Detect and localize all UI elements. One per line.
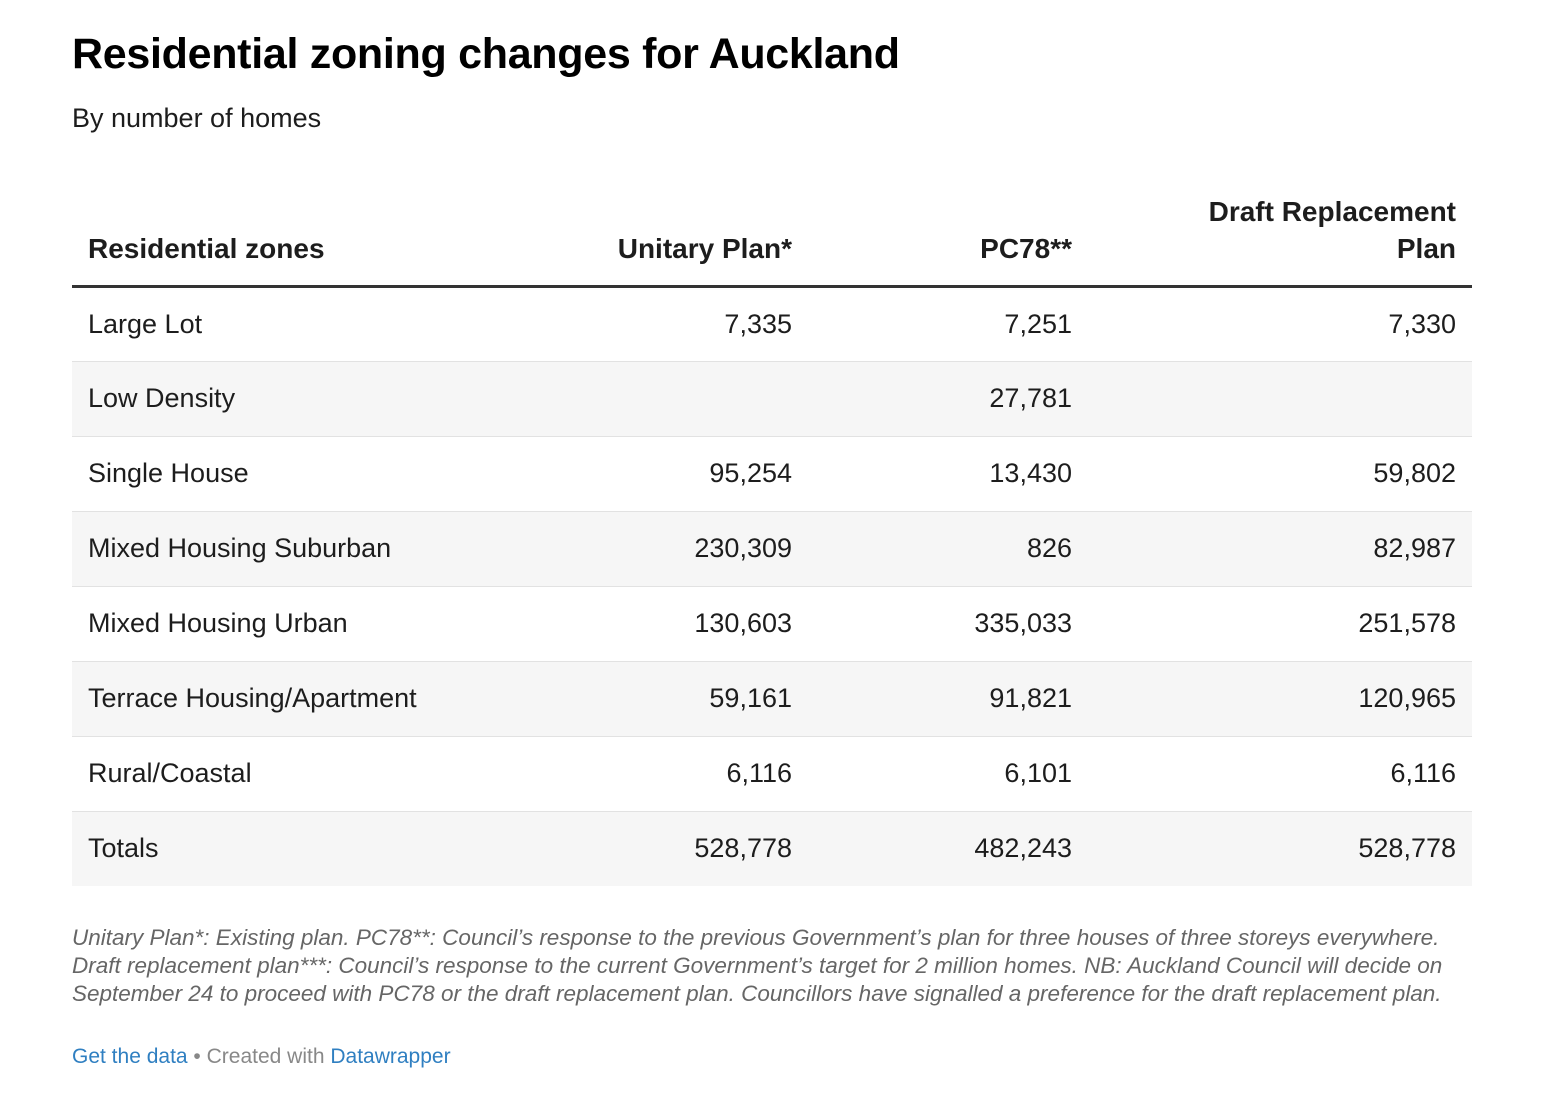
cell-pc78: 335,033 (808, 586, 1088, 662)
cell-unitary-plan: 7,335 (512, 286, 808, 362)
chart-notes: Unitary Plan*: Existing plan. PC78**: Co… (72, 925, 1443, 1006)
cell-unitary-plan: 528,778 (512, 811, 808, 886)
get-the-data-link[interactable]: Get the data (72, 1045, 188, 1068)
table-row: Mixed Housing Urban 130,603 335,033 251,578 (72, 586, 1472, 662)
cell-zone: Single House (72, 436, 512, 512)
zoning-table: Residential zones Unitary Plan* PC78** D… (72, 184, 1472, 886)
cell-pc78: 7,251 (808, 286, 1088, 362)
cell-pc78: 27,781 (808, 361, 1088, 437)
cell-pc78: 91,821 (808, 661, 1088, 737)
column-header-draft-replacement-plan[interactable]: Draft Replacement Plan (1088, 184, 1472, 288)
chart-subtitle: By number of homes (72, 103, 322, 133)
column-header-pc78[interactable]: PC78** (808, 184, 1088, 288)
column-header-zones[interactable]: Residential zones (72, 184, 512, 288)
cell-draft-replacement-plan: 251,578 (1088, 586, 1472, 662)
cell-draft-replacement-plan: 7,330 (1088, 286, 1472, 362)
cell-unitary-plan: 59,161 (512, 661, 808, 737)
cell-draft-replacement-plan: 59,802 (1088, 436, 1472, 512)
cell-zone: Mixed Housing Urban (72, 586, 512, 662)
column-header-unitary-plan[interactable]: Unitary Plan* (512, 184, 808, 288)
cell-draft-replacement-plan (1088, 361, 1472, 437)
cell-zone: Mixed Housing Suburban (72, 511, 512, 587)
cell-zone: Large Lot (72, 286, 512, 362)
cell-pc78: 6,101 (808, 736, 1088, 812)
cell-zone: Terrace Housing/Apartment (72, 661, 512, 737)
cell-draft-replacement-plan: 82,987 (1088, 511, 1472, 587)
cell-unitary-plan: 95,254 (512, 436, 808, 512)
cell-pc78: 482,243 (808, 811, 1088, 886)
created-with-label: Created with (206, 1045, 331, 1068)
table-row: Rural/Coastal 6,116 6,101 6,116 (72, 736, 1472, 812)
table-row: Single House 95,254 13,430 59,802 (72, 436, 1472, 512)
table-body: Large Lot 7,335 7,251 7,330 Low Density 27,78… (72, 286, 1472, 886)
cell-zone: Totals (72, 811, 512, 886)
cell-pc78: 826 (808, 511, 1088, 587)
cell-unitary-plan: 6,116 (512, 736, 808, 812)
table-row: Terrace Housing/Apartment 59,161 91,821 120… (72, 661, 1472, 737)
cell-zone: Low Density (72, 361, 512, 437)
table-row: Low Density 27,781 (72, 361, 1472, 437)
table-row: Mixed Housing Suburban 230,309 826 82,987 (72, 511, 1472, 587)
table-row: Large Lot 7,335 7,251 7,330 (72, 286, 1472, 362)
chart-footer: Get the data • Created with Datawrapper (72, 1045, 451, 1069)
table-row: Totals 528,778 482,243 528,778 (72, 811, 1472, 886)
footer-separator: • (187, 1045, 207, 1068)
cell-unitary-plan: 230,309 (512, 511, 808, 587)
table-header-row: Residential zones Unitary Plan* PC78** D… (72, 184, 1472, 288)
cell-draft-replacement-plan: 528,778 (1088, 811, 1472, 886)
datawrapper-link[interactable]: Datawrapper (330, 1045, 451, 1068)
cell-unitary-plan: 130,603 (512, 586, 808, 662)
cell-pc78: 13,430 (808, 436, 1088, 512)
cell-draft-replacement-plan: 120,965 (1088, 661, 1472, 737)
cell-draft-replacement-plan: 6,116 (1088, 736, 1472, 812)
cell-unitary-plan (512, 361, 808, 437)
cell-zone: Rural/Coastal (72, 736, 512, 812)
chart-title: Residential zoning changes for Auckland (72, 30, 900, 78)
